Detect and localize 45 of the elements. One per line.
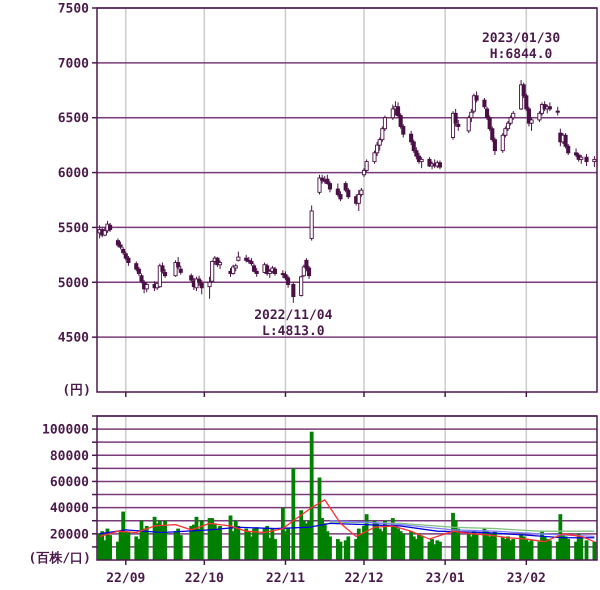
bar: [126, 532, 130, 560]
candlestick: [126, 255, 130, 266]
bar: [474, 534, 478, 560]
y-tick-label: 4500: [58, 330, 90, 346]
line-series: [98, 522, 596, 538]
candlestick: [134, 260, 138, 272]
x-tick-label: 22/11: [266, 571, 306, 586]
annotation: 2023/01/30 H:6844.0: [482, 30, 560, 62]
x-tick-label: 22/10: [184, 571, 224, 586]
line-series: [329, 520, 596, 538]
candlestick: [356, 190, 361, 212]
y-tick-label: 6000: [58, 166, 90, 182]
y-tick-label: 5000: [58, 276, 90, 291]
x-tick-label: 23/01: [426, 571, 465, 586]
bar: [548, 540, 552, 560]
bar: [592, 542, 596, 560]
x-tick-label: 22/09: [106, 571, 146, 586]
candlestick: [144, 282, 149, 293]
candlestick: [364, 158, 369, 174]
y-tick-label: 80000: [50, 448, 90, 464]
bar: [338, 542, 342, 560]
bar: [310, 432, 314, 560]
y-axis-title: (円): [62, 383, 91, 398]
bar: [438, 542, 442, 560]
y-tick-label: 5500: [58, 220, 90, 236]
y-tick-label: 60000: [50, 474, 90, 490]
x-tick-label: 22/12: [344, 571, 384, 586]
y-tick-label: 6500: [58, 111, 90, 126]
bar: [346, 536, 350, 560]
y-tick-label: 40000: [50, 501, 90, 516]
y-tick-label: 7500: [58, 2, 90, 16]
line-series: [329, 521, 596, 532]
y-tick-label: 20000: [50, 527, 90, 542]
candlestick: [236, 251, 240, 262]
annotation: 2022/11/04 L:4813.0: [254, 308, 333, 339]
y-tick-label: 7000: [58, 56, 90, 72]
y-axis-title: (百株/口): [28, 551, 91, 566]
candlestick: [420, 156, 424, 169]
x-tick-label: 23/02: [506, 571, 546, 586]
bar: [401, 534, 406, 560]
line-series: [98, 499, 596, 542]
bar: [420, 536, 424, 560]
y-tick-label: 100000: [42, 422, 90, 438]
bar: [566, 539, 570, 560]
candlestick: [336, 183, 340, 198]
